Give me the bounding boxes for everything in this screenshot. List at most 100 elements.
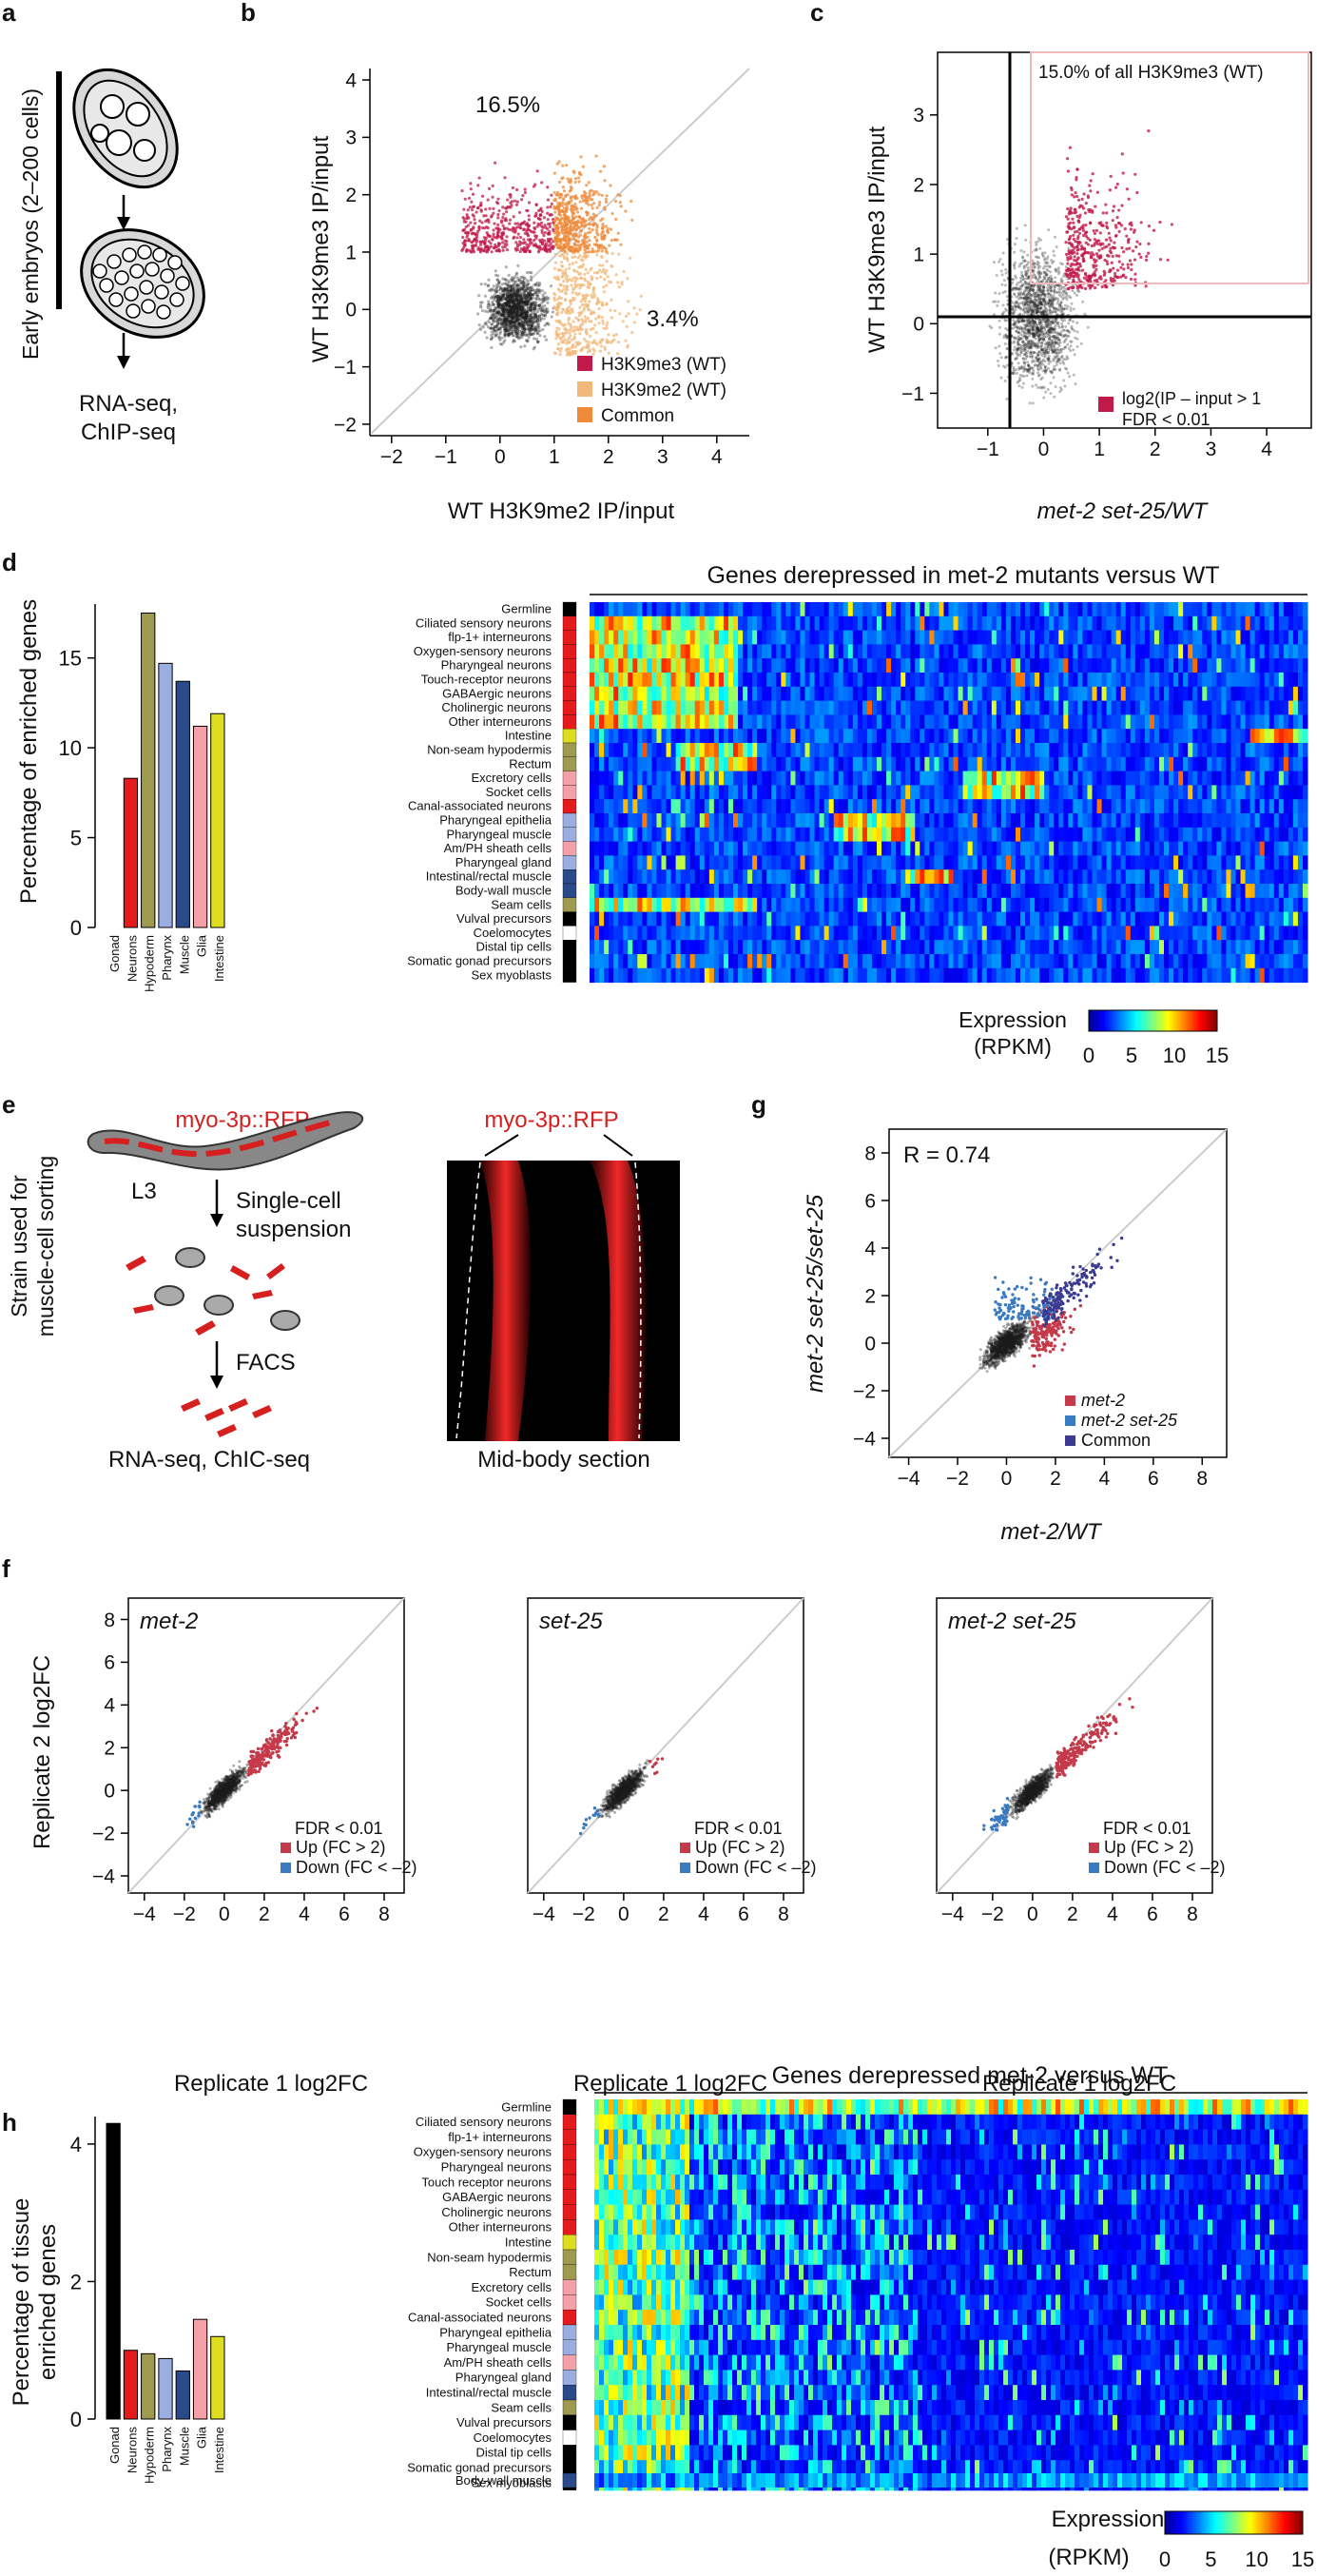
point-h3k9me3	[520, 223, 523, 225]
point-h3k9me2	[603, 327, 606, 330]
point-h3k9me3	[534, 214, 537, 217]
point-h3k9me2	[610, 265, 613, 268]
point-background	[521, 334, 524, 337]
diagonal-line	[371, 68, 749, 434]
point-common	[580, 207, 583, 210]
point-h3k9me3	[496, 198, 499, 201]
point-h3k9me2	[591, 347, 594, 350]
point-h3k9me2	[578, 332, 581, 335]
point-background	[497, 303, 500, 306]
point-background	[532, 288, 534, 291]
point-h3k9me2	[571, 330, 574, 333]
point-background	[490, 322, 493, 325]
point-common	[553, 191, 556, 194]
point-h3k9me3	[463, 221, 466, 224]
point-h3k9me3	[533, 239, 535, 242]
point-h3k9me2	[568, 263, 571, 265]
point-background	[495, 323, 498, 326]
point-h3k9me3	[528, 218, 531, 221]
point-h3k9me3	[496, 216, 499, 219]
point-background	[507, 280, 510, 283]
point-h3k9me3	[500, 221, 503, 224]
point-background	[538, 314, 541, 317]
point-common	[566, 178, 569, 181]
point-h3k9me2	[564, 338, 567, 341]
point-h3k9me3	[492, 228, 494, 231]
point-h3k9me3	[476, 206, 479, 209]
point-h3k9me2	[606, 322, 609, 324]
point-h3k9me3	[514, 229, 517, 232]
point-h3k9me2	[610, 299, 612, 302]
point-h3k9me2	[585, 268, 588, 271]
point-common	[577, 180, 580, 183]
point-h3k9me2	[583, 273, 586, 276]
point-background	[492, 310, 494, 313]
point-h3k9me3	[494, 236, 497, 239]
point-h3k9me2	[577, 328, 580, 331]
panel-a: Early embryos (2–200 cells)	[18, 50, 223, 445]
point-h3k9me3	[496, 234, 499, 237]
point-background	[526, 314, 529, 317]
point-h3k9me2	[568, 305, 571, 308]
point-h3k9me3	[483, 243, 486, 245]
point-h3k9me2	[598, 263, 601, 266]
point-background	[534, 283, 537, 286]
point-common	[588, 223, 591, 225]
point-h3k9me3	[472, 193, 475, 196]
point-h3k9me2	[589, 283, 591, 285]
point-h3k9me2	[632, 306, 635, 309]
point-h3k9me2	[594, 331, 597, 334]
point-h3k9me2	[615, 333, 618, 336]
point-h3k9me2	[554, 306, 557, 309]
point-h3k9me2	[555, 278, 558, 281]
point-background	[529, 320, 532, 322]
point-h3k9me3	[549, 248, 552, 251]
point-background	[523, 317, 526, 320]
point-h3k9me2	[569, 300, 571, 302]
point-background	[479, 301, 482, 303]
point-h3k9me3	[513, 200, 516, 203]
point-h3k9me2	[597, 316, 600, 319]
point-h3k9me2	[601, 320, 604, 322]
point-h3k9me2	[573, 333, 576, 336]
point-h3k9me2	[581, 318, 584, 321]
point-h3k9me2	[572, 338, 575, 341]
point-h3k9me3	[475, 233, 478, 236]
point-h3k9me2	[566, 288, 569, 291]
point-h3k9me3	[546, 250, 549, 253]
point-h3k9me3	[467, 224, 470, 226]
point-h3k9me3	[478, 220, 481, 223]
point-h3k9me2	[607, 275, 610, 278]
point-h3k9me3	[501, 245, 504, 248]
point-h3k9me2	[591, 353, 594, 356]
point-background	[505, 323, 508, 326]
point-h3k9me2	[568, 337, 571, 340]
point-h3k9me2	[625, 315, 628, 318]
point-h3k9me3	[472, 213, 475, 216]
point-background	[496, 278, 499, 281]
point-h3k9me2	[580, 277, 583, 280]
point-h3k9me3	[479, 208, 482, 211]
scatter-points	[460, 155, 643, 357]
panel-letter-f: f	[2, 1554, 10, 1583]
point-h3k9me2	[583, 277, 586, 280]
point-h3k9me3	[549, 225, 552, 228]
point-common	[617, 232, 620, 235]
point-background	[487, 283, 490, 286]
point-common	[610, 239, 613, 242]
point-h3k9me2	[609, 309, 611, 312]
point-common	[593, 236, 596, 239]
point-background	[530, 307, 533, 310]
point-h3k9me2	[584, 300, 587, 302]
point-background	[533, 305, 536, 308]
point-background	[528, 332, 531, 335]
point-background	[550, 284, 552, 287]
point-h3k9me3	[509, 205, 512, 208]
point-background	[537, 304, 540, 307]
point-common	[568, 221, 571, 224]
point-h3k9me2	[610, 316, 613, 319]
point-h3k9me2	[629, 257, 631, 260]
point-background	[508, 315, 511, 318]
point-h3k9me2	[569, 312, 571, 315]
point-h3k9me2	[564, 273, 567, 276]
